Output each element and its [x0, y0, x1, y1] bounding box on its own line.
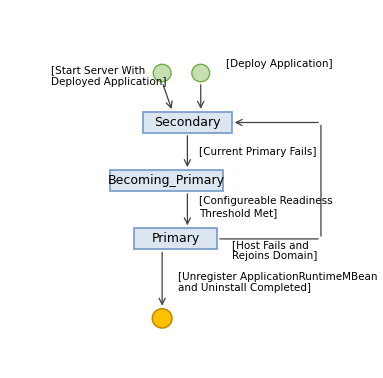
FancyBboxPatch shape — [143, 112, 232, 133]
Text: Primary: Primary — [151, 232, 200, 245]
FancyBboxPatch shape — [110, 170, 223, 191]
Text: [Unregister ApplicationRuntimeMBean
and Uninstall Completed]: [Unregister ApplicationRuntimeMBean and … — [178, 272, 378, 293]
Text: [Host Fails and
Rejoins Domain]: [Host Fails and Rejoins Domain] — [232, 240, 317, 261]
Text: [Deploy Application]: [Deploy Application] — [226, 59, 332, 69]
Circle shape — [152, 309, 172, 328]
Text: Becoming_Primary: Becoming_Primary — [108, 174, 225, 187]
Text: [Start Server With
Deployed Application]: [Start Server With Deployed Application] — [51, 65, 166, 87]
Circle shape — [192, 64, 210, 82]
Circle shape — [153, 64, 171, 82]
FancyBboxPatch shape — [134, 228, 217, 249]
Text: Secondary: Secondary — [154, 116, 221, 129]
Text: [Current Primary Fails]: [Current Primary Fails] — [199, 147, 317, 156]
Text: [Configureable Readiness
Threshold Met]: [Configureable Readiness Threshold Met] — [199, 196, 333, 218]
